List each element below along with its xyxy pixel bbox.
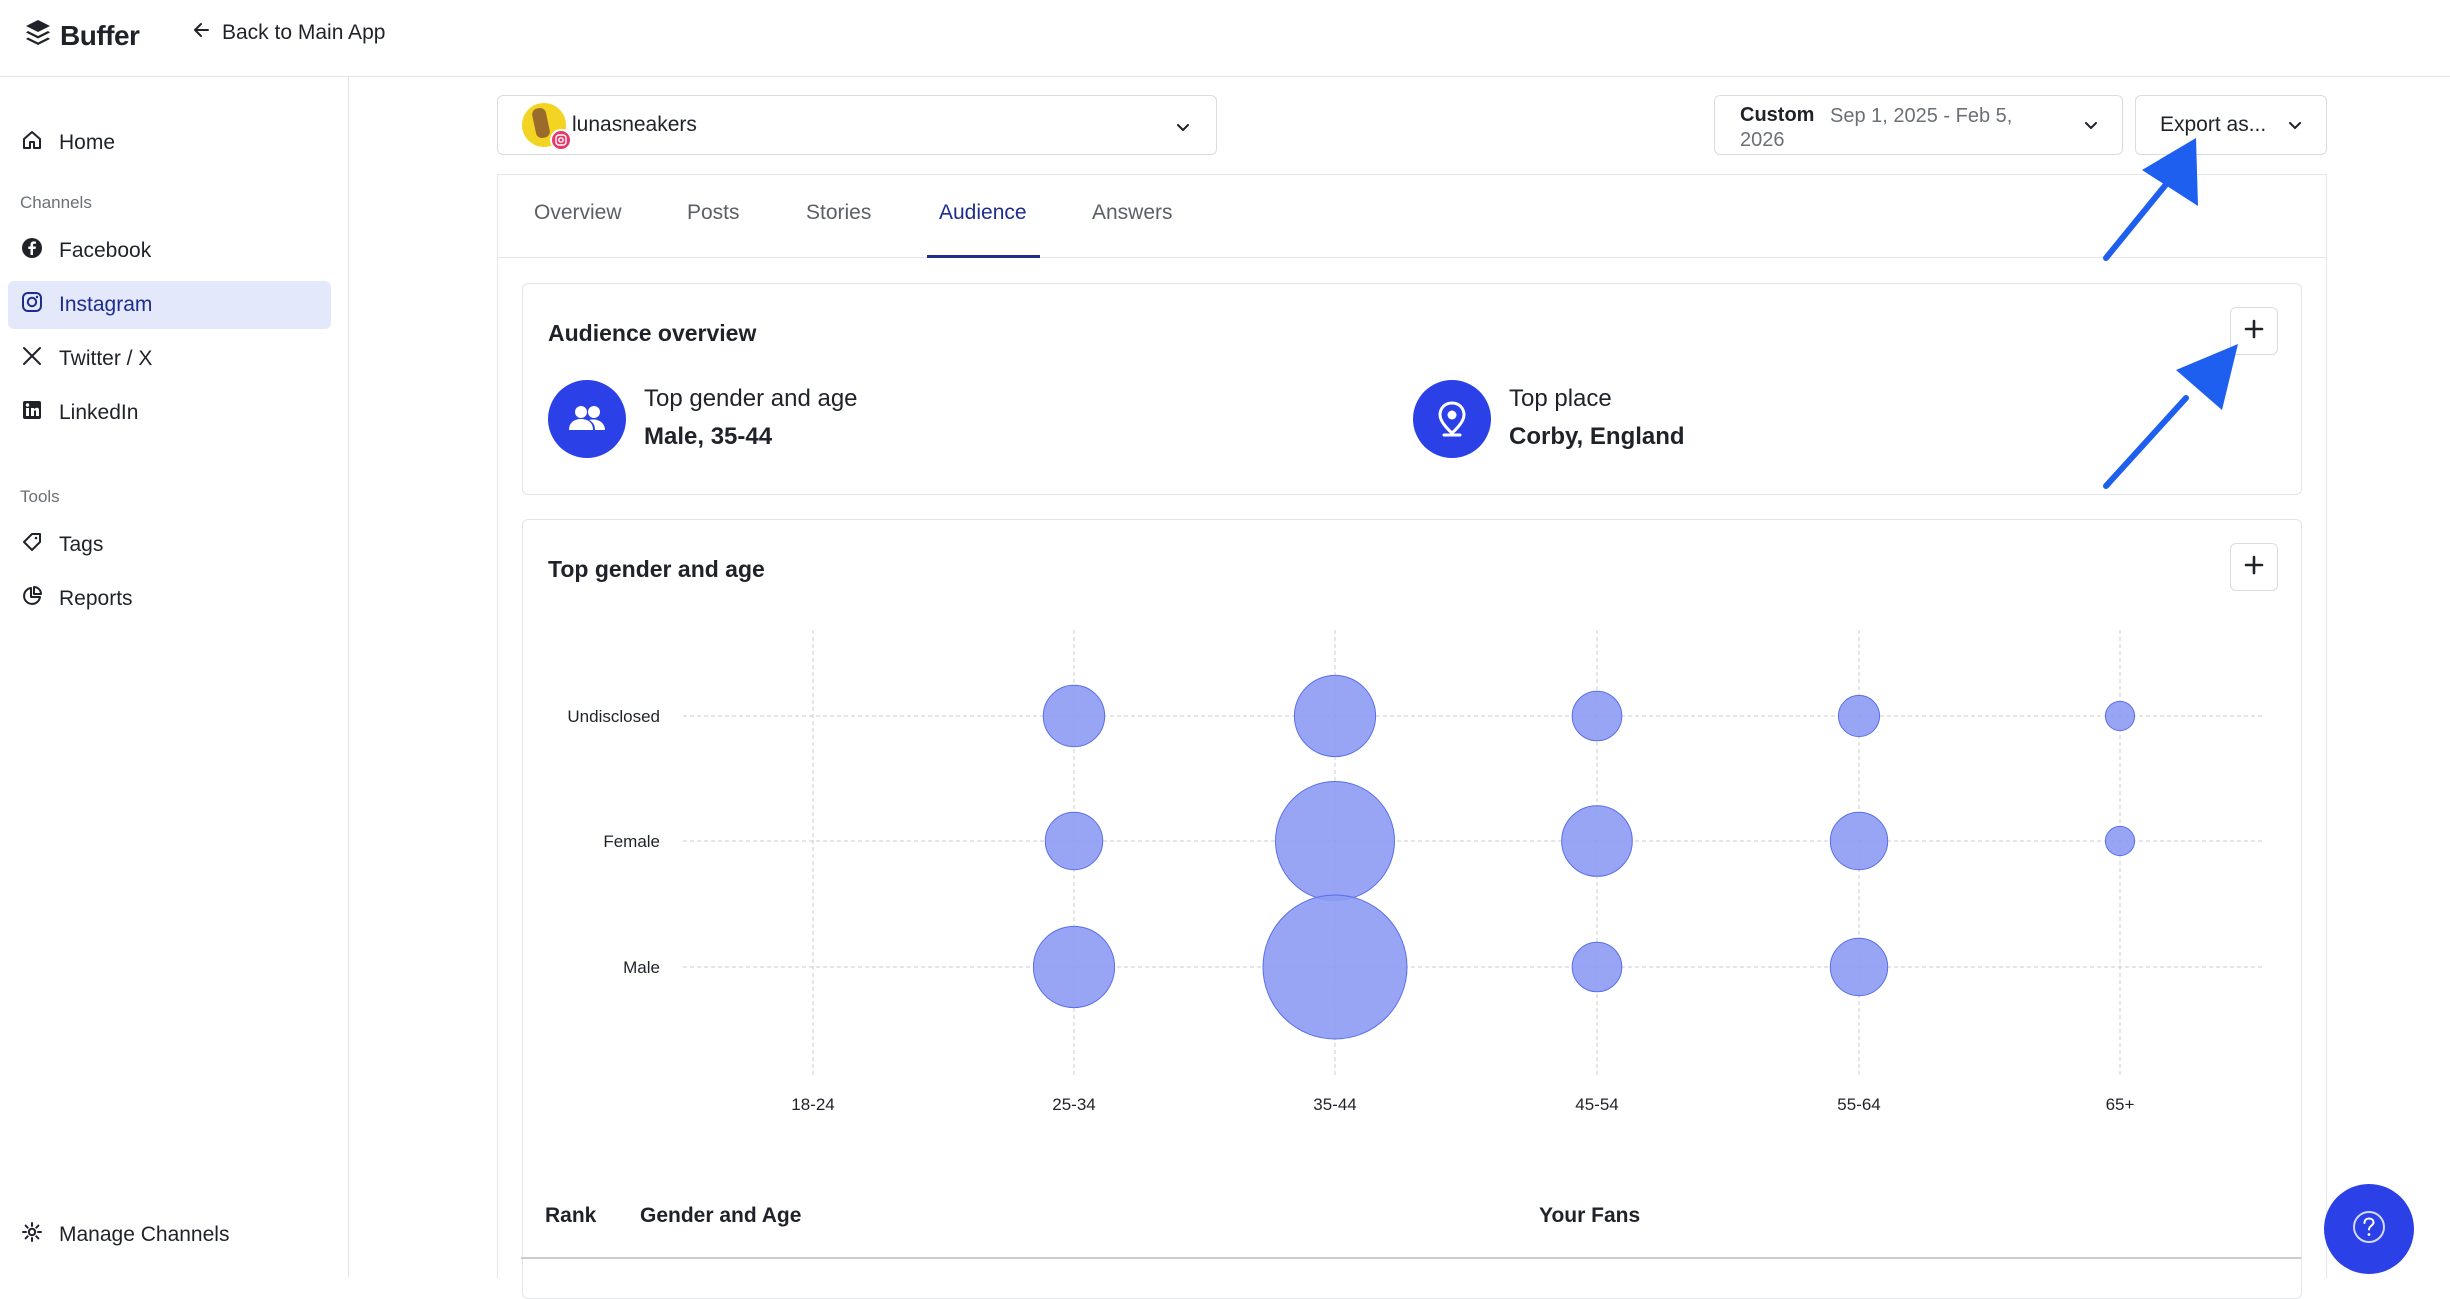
brand-name: Buffer (60, 19, 140, 51)
plus-icon (2244, 555, 2264, 580)
instagram-icon (21, 291, 43, 319)
buffer-logo-icon (24, 18, 52, 53)
location-pin-icon (1413, 380, 1491, 458)
chevron-down-icon (1174, 118, 1192, 141)
bubble-female-35-44[interactable] (1275, 781, 1395, 901)
sidebar-item-label: Home (59, 131, 116, 154)
active-tab-indicator (927, 255, 1040, 258)
top-place-label: Top place (1509, 385, 1612, 412)
sidebar-item-facebook[interactable]: Facebook (8, 227, 331, 275)
card-title: Top gender and age (548, 556, 765, 582)
top-gender-label: Top gender and age (644, 385, 858, 412)
bubble-undisclosed-65+[interactable] (2104, 700, 2136, 732)
sidebar-item-label: Instagram (59, 293, 153, 316)
sidebar-item-label: Manage Channels (59, 1223, 230, 1246)
back-to-main-app-link[interactable]: Back to Main App (192, 20, 385, 46)
bubble-female-65+[interactable] (2104, 825, 2136, 857)
column-header-gender-age: Gender and Age (640, 1204, 802, 1227)
gender-age-bubble-chart: Undisclosed Female Male 18-24 25-34 35-44 45-5… (567, 630, 2263, 1114)
y-axis-label: Female (603, 832, 660, 851)
sidebar-item-label: Facebook (59, 239, 152, 262)
bubble-male-55-64[interactable] (1829, 937, 1889, 997)
y-axis-label: Male (623, 958, 660, 977)
x-axis-label: 18-24 (791, 1095, 834, 1114)
x-icon (21, 345, 43, 373)
tools-heading: Tools (20, 487, 60, 506)
x-axis-label: 25-34 (1052, 1095, 1095, 1114)
sidebar-item-label: LinkedIn (59, 401, 139, 424)
x-axis-label: 35-44 (1313, 1095, 1356, 1114)
bubble-undisclosed-35-44[interactable] (1293, 674, 1377, 758)
bubble-male-45-54[interactable] (1571, 941, 1623, 993)
tab-bar: Overview Posts Stories Audience Answers (498, 175, 2326, 258)
bubble-female-25-34[interactable] (1044, 811, 1104, 871)
bubble-male-35-44[interactable] (1262, 894, 1408, 1040)
sidebar-item-label: Twitter / X (59, 347, 153, 370)
bubble-female-45-54[interactable] (1561, 805, 1633, 877)
date-range-picker[interactable]: Custom Sep 1, 2025 - Feb 5, 2026 (1714, 95, 2123, 155)
gear-icon (21, 1221, 43, 1249)
bubble-undisclosed-45-54[interactable] (1571, 690, 1623, 742)
sidebar-item-home[interactable]: Home (8, 119, 331, 167)
back-link-label: Back to Main App (222, 21, 386, 44)
top-bar: Buffer Back to Main App (0, 0, 2450, 77)
arrow-left-icon (192, 20, 212, 46)
tab-overview[interactable]: Overview (534, 201, 622, 224)
bubble-undisclosed-55-64[interactable] (1837, 694, 1881, 738)
bubble-undisclosed-25-34[interactable] (1042, 684, 1106, 748)
instagram-badge-icon (550, 129, 572, 151)
column-header-rank: Rank (545, 1204, 597, 1227)
tab-audience[interactable]: Audience (939, 201, 1027, 224)
export-label: Export as... (2160, 113, 2267, 136)
top-place-value: Corby, England (1509, 423, 1685, 450)
sidebar-item-linkedin[interactable]: LinkedIn (8, 389, 331, 437)
sidebar-item-label: Tags (59, 533, 104, 556)
help-button[interactable] (2324, 1184, 2414, 1274)
people-icon (548, 380, 626, 458)
account-selector[interactable]: lunasneakers (497, 95, 1217, 155)
audience-overview-card: Audience overview Top gender and age Mal… (522, 283, 2302, 495)
gender-age-card: Top gender and age Undisclosed Female Male… (522, 519, 2302, 1299)
y-axis-label: Undisclosed (567, 707, 660, 726)
column-header-your-fans: Your Fans (1539, 1204, 1641, 1227)
plus-icon (2244, 319, 2264, 344)
account-name: lunasneakers (572, 113, 697, 136)
table-divider (521, 1257, 2301, 1259)
buffer-logo[interactable]: Buffer (24, 18, 140, 53)
x-axis-label: 45-54 (1575, 1095, 1618, 1114)
add-to-report-button[interactable] (2230, 307, 2278, 355)
bubble-female-55-64[interactable] (1829, 811, 1889, 871)
linkedin-icon (21, 399, 43, 427)
sidebar-item-tags[interactable]: Tags (8, 521, 331, 569)
home-icon (21, 129, 43, 157)
bubble-male-25-34[interactable] (1032, 925, 1116, 1009)
tag-icon (21, 531, 43, 559)
sidebar-item-manage-channels[interactable]: Manage Channels (8, 1211, 331, 1259)
sidebar-item-instagram[interactable]: Instagram (8, 281, 331, 329)
tab-posts[interactable]: Posts (687, 201, 740, 224)
sidebar-item-twitter[interactable]: Twitter / X (8, 335, 331, 383)
question-mark-icon (2352, 1210, 2386, 1249)
x-axis-label: 65+ (2106, 1095, 2135, 1114)
date-preset-label: Custom (1740, 104, 1815, 126)
pie-chart-icon (21, 585, 43, 613)
sidebar-item-reports[interactable]: Reports (8, 575, 331, 623)
x-axis-label: 55-64 (1837, 1095, 1880, 1114)
tab-answers[interactable]: Answers (1092, 201, 1173, 224)
chevron-down-icon (2082, 116, 2100, 139)
chevron-down-icon (2286, 116, 2304, 140)
date-range-value: Sep 1, 2025 - Feb 5, 2026 (1740, 105, 2013, 151)
top-gender-value: Male, 35-44 (644, 423, 773, 450)
avatar (522, 103, 572, 151)
facebook-icon (21, 237, 43, 265)
channels-heading: Channels (20, 193, 92, 212)
tab-stories[interactable]: Stories (806, 201, 872, 224)
add-to-report-button[interactable] (2230, 543, 2278, 591)
sidebar-item-label: Reports (59, 587, 133, 610)
export-button[interactable]: Export as... (2135, 95, 2327, 155)
sidebar: Home Channels Facebook Instagram Twitter… (0, 77, 349, 1278)
card-title: Audience overview (548, 320, 757, 346)
analytics-panel: Overview Posts Stories Audience Answers … (497, 174, 2327, 1299)
